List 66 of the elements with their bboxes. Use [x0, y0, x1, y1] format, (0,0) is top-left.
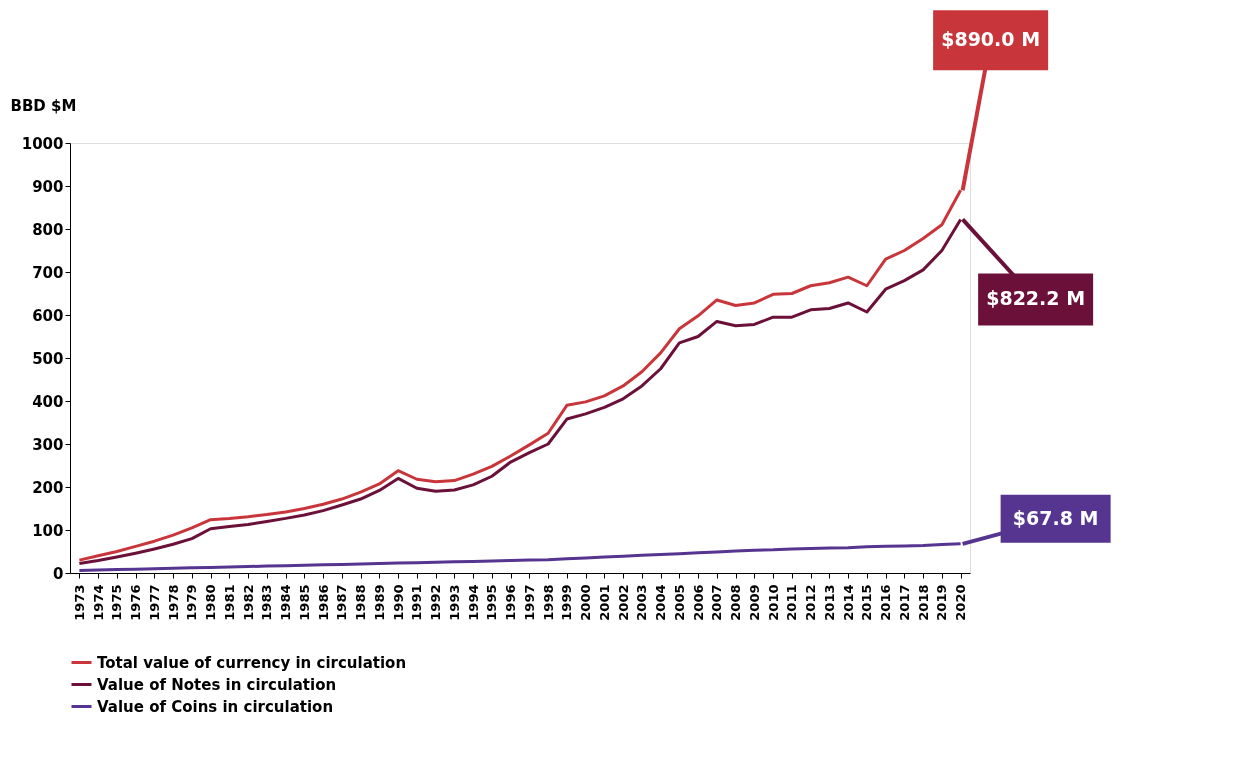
- x-tick-label: 1973: [71, 584, 87, 621]
- x-tick-label: 2014: [840, 584, 856, 621]
- x-tick-label: 1977: [146, 584, 162, 621]
- y-tick-label: 600: [32, 306, 64, 325]
- x-tick-label: 2000: [578, 584, 594, 621]
- x-tick-label: 2016: [878, 584, 894, 621]
- annotation: $890.0 M: [941, 28, 1041, 51]
- x-tick-label: 2020: [953, 584, 969, 621]
- x-tick-label: 1984: [278, 584, 294, 621]
- y-tick-label: 300: [32, 435, 64, 454]
- x-tick-label: 1978: [165, 584, 181, 621]
- x-tick-label: 1997: [521, 584, 537, 621]
- x-tick-label: 1979: [184, 584, 200, 621]
- y-tick-label: 400: [32, 392, 64, 411]
- x-tick-label: 1987: [334, 584, 350, 621]
- x-tick-label: 2015: [859, 584, 875, 621]
- x-tick-label: 2008: [728, 584, 744, 621]
- y-tick-label: 100: [32, 521, 64, 540]
- x-tick-label: 1985: [296, 584, 312, 621]
- x-tick-label: 2017: [896, 584, 912, 621]
- x-tick-label: 1980: [203, 584, 219, 621]
- x-tick-label: 2002: [615, 584, 631, 621]
- x-tick-label: 2001: [596, 584, 612, 621]
- y-tick-label: 800: [32, 220, 64, 239]
- y-tick-label: 700: [32, 263, 64, 282]
- y-tick-label: 900: [32, 177, 64, 196]
- legend-label: Value of Notes in circulation: [97, 675, 337, 694]
- x-tick-label: 2003: [634, 584, 650, 621]
- x-tick-label: 1990: [390, 584, 406, 621]
- x-tick-label: 1999: [559, 584, 575, 621]
- x-tick-label: 1981: [221, 584, 237, 621]
- y-tick-label: 0: [53, 564, 64, 583]
- y-tick-label: 1000: [21, 134, 64, 153]
- x-tick-label: 1975: [109, 584, 125, 621]
- x-tick-label: 1976: [128, 584, 144, 621]
- annotation: $822.2 M: [986, 287, 1086, 310]
- x-tick-label: 1983: [259, 584, 275, 621]
- x-tick-label: 1986: [315, 584, 331, 621]
- x-tick-label: 2019: [934, 584, 950, 621]
- x-tick-label: 2006: [690, 584, 706, 621]
- x-tick-label: 2018: [915, 584, 931, 621]
- x-tick-label: 1996: [503, 584, 519, 621]
- x-tick-label: 1988: [353, 584, 369, 621]
- legend-label: Total value of currency in circulation: [97, 653, 407, 672]
- y-tick-label: 200: [32, 478, 64, 497]
- y-axis-title: BBD $M: [10, 96, 77, 115]
- annotation: $67.8 M: [1012, 506, 1099, 529]
- x-tick-label: 2013: [821, 584, 837, 621]
- x-tick-label: 2012: [803, 584, 819, 621]
- x-tick-label: 1992: [428, 584, 444, 621]
- x-tick-label: 1989: [371, 584, 387, 621]
- x-tick-label: 1993: [446, 584, 462, 621]
- x-tick-label: 1994: [465, 584, 481, 621]
- x-tick-label: 1998: [540, 584, 556, 621]
- x-tick-label: 1982: [240, 584, 256, 621]
- x-tick-label: 2011: [784, 584, 800, 621]
- y-tick-label: 500: [32, 349, 64, 368]
- x-tick-label: 1995: [484, 584, 500, 621]
- x-tick-label: 2010: [765, 584, 781, 621]
- x-tick-label: 1991: [409, 584, 425, 621]
- x-tick-label: 2004: [653, 584, 669, 621]
- x-tick-label: 2005: [671, 584, 687, 621]
- x-tick-label: 2007: [709, 584, 725, 621]
- legend-label: Value of Coins in circulation: [97, 697, 334, 716]
- x-tick-label: 1974: [90, 584, 106, 621]
- x-tick-label: 2009: [746, 584, 762, 621]
